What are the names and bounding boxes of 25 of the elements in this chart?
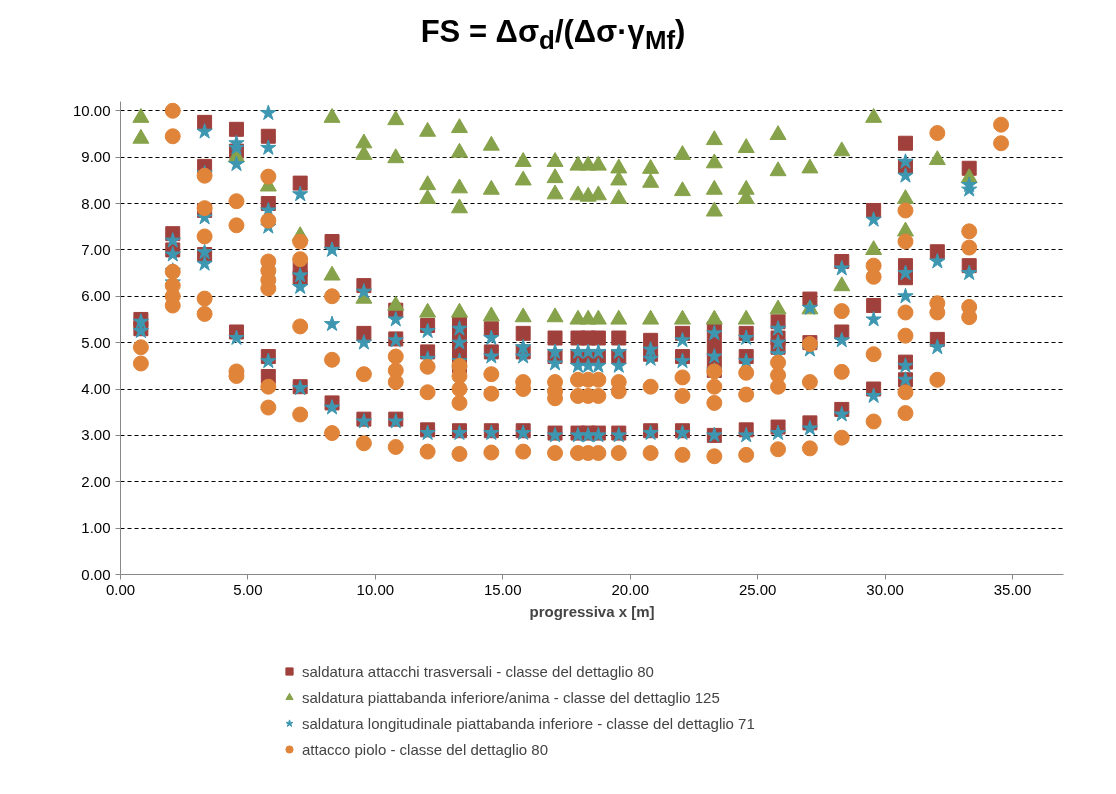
legend-label: attacco piolo - classe del dettaglio 80 [302,740,548,758]
legend-label: saldatura attacchi trasversali - classe del dettaglio 80 [302,662,654,680]
chart-title: FS = Δσ$_{d}$/(Δσ·γ$_{Mf}$) [420,13,686,57]
y-tick-label: 3.00 [81,426,111,444]
y-tick-label: 1.00 [81,519,111,537]
x-tick-label: 30.00 [866,580,904,598]
x-tick-label: 25.00 [738,580,777,598]
y-tick-label: 4.00 [81,380,111,398]
x-axis-title: progressiva x [m] [529,602,655,620]
y-tick-label: 10.00 [72,101,111,119]
y-tick-label: 8.00 [81,194,111,212]
y-tick-label: 0.00 [81,565,111,583]
y-tick-label: 5.00 [81,333,111,351]
legend-label: saldatura longitudinale piattabanda inferiore - classe del dettaglio 71 [302,714,755,732]
x-tick-label: 5.00 [233,580,263,598]
x-tick-label: 0.00 [105,580,136,598]
x-tick-label: 20.00 [611,580,650,598]
x-tick-label: 15.00 [484,580,522,598]
y-tick-label: 6.00 [81,287,111,305]
y-tick-label: 7.00 [81,240,111,258]
legend-label: saldatura piattabanda inferiore/anima - classe del dettaglio 125 [302,688,720,706]
y-tick-label: 9.00 [81,148,111,166]
x-tick-label: 10.00 [356,580,395,598]
y-tick-label: 2.00 [81,472,111,490]
x-tick-label: 35.00 [993,580,1032,598]
